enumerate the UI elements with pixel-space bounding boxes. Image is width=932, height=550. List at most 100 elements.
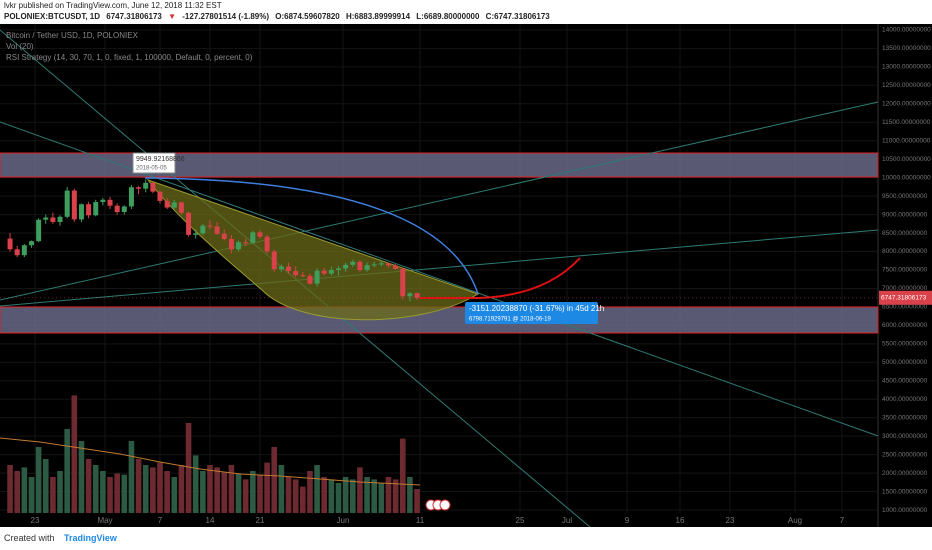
measure-sub: 6798.71929791 @ 2018-06-19 [469, 317, 551, 323]
volume-bar [214, 467, 220, 513]
axes: 1000.00000000 1500.00000000 2000.00000000 2… [31, 27, 932, 525]
y-tick-label: 2000.00000000 [882, 470, 928, 477]
y-tick-label: 11500.00000000 [882, 119, 931, 126]
candle-body [314, 270, 320, 284]
candle-body [200, 225, 206, 234]
low: L:6689.80000000 [416, 12, 480, 21]
curve-area [146, 178, 480, 321]
volume-ma [0, 437, 421, 486]
candle-body [357, 261, 363, 270]
candle-body [143, 182, 149, 189]
candle-body [57, 216, 63, 222]
volume-bar [107, 477, 113, 513]
candle-body [71, 190, 77, 220]
y-tick-label: 10000.00000000 [882, 174, 931, 181]
background [0, 24, 932, 527]
x-tick-label: 25 [516, 516, 525, 525]
volume-bar [357, 467, 363, 513]
candle-body [364, 265, 370, 270]
support-zone [0, 306, 879, 334]
x-tick-label: 23 [31, 516, 40, 525]
candle-body [221, 233, 227, 239]
volume-bar [314, 465, 320, 513]
peak-box [132, 152, 176, 174]
volume-bar [100, 471, 106, 513]
y-tick-label: 11000.00000000 [882, 137, 931, 144]
candle-body [278, 266, 284, 270]
legend-item: RSI Strategy (14, 30, 70, 1, 0, fixed, 1… [6, 53, 253, 62]
candle-body [43, 217, 49, 220]
volume-bar [378, 483, 385, 513]
volume-bar [264, 462, 270, 513]
volume-bar [414, 489, 420, 513]
candle-body [164, 200, 170, 208]
x-tick-label: 11 [416, 516, 425, 525]
y-tick-label: 3000.00000000 [882, 433, 928, 440]
candle-body [414, 293, 420, 298]
x-tick-label: 16 [676, 516, 685, 525]
candle-body [286, 266, 292, 272]
volume-bar [171, 477, 178, 513]
trend-line [0, 101, 879, 301]
legend: Bitcoin / Tether USD, 1D, POLONIEX Vol (… [6, 31, 253, 62]
volume-bar [42, 459, 49, 513]
y-tick-label: 4000.00000000 [882, 396, 928, 403]
x-tick-label: Jul [562, 516, 572, 525]
candle-body [157, 191, 163, 201]
volume-bar [271, 447, 278, 513]
change: -127.27801514 (-1.89%) [182, 12, 269, 21]
chart: 9949.92168866 2018-05-05 -3151.20238870 … [0, 24, 932, 527]
volume-bar [92, 465, 99, 513]
candle-body [28, 241, 34, 246]
volume-bar [150, 467, 156, 513]
candle-body [193, 233, 199, 235]
trend-line [0, 121, 879, 437]
volume-bar [385, 477, 392, 513]
x-tick-label: 7 [840, 516, 845, 525]
candle-body [7, 238, 13, 250]
price-label-box [879, 290, 932, 305]
candle-body [36, 219, 42, 242]
x-tick-label: Jun [337, 516, 350, 525]
y-tick-label: 8000.00000000 [882, 248, 928, 255]
x-tick-label: May [97, 516, 112, 525]
volume-bar [371, 479, 377, 513]
volume-bar [78, 441, 85, 513]
symbol: POLONIEX:BTCUSDT, 1D [4, 12, 101, 21]
candle-body [321, 270, 327, 274]
volume-bar [392, 479, 399, 513]
measure-box [465, 302, 598, 324]
candle-body [307, 275, 313, 284]
brand: TradingView [64, 533, 117, 543]
candle-body [243, 242, 249, 244]
candle-body [400, 268, 406, 297]
volume-bar [342, 477, 349, 513]
peak-label: 9949.92168866 [136, 156, 185, 163]
volume-bar [335, 483, 342, 513]
volume-bar [121, 474, 128, 513]
volume-bar [128, 441, 135, 513]
candle-body [178, 202, 184, 213]
candle-body [371, 264, 377, 266]
volume-bar [157, 462, 163, 513]
volume-bar [28, 477, 35, 513]
candle-body [50, 217, 56, 222]
volume-bar [50, 477, 56, 513]
peak-annotation: 9949.92168866 2018-05-05 [132, 152, 185, 174]
arrow: ▼ [168, 12, 177, 21]
volume-bar [221, 472, 228, 513]
candle-body [21, 245, 27, 256]
close: C:6747.31806173 [485, 12, 550, 21]
y-tick-label: 12500.00000000 [882, 82, 931, 89]
x-tick-label: 7 [158, 516, 163, 525]
volume-bar [328, 479, 335, 513]
candle-body [100, 199, 106, 203]
volume-bar [364, 477, 370, 513]
y-tick-label: 8500.00000000 [882, 230, 928, 237]
candle-body [378, 263, 384, 265]
y-tick-label: 9500.00000000 [882, 193, 928, 200]
candle-body [407, 293, 413, 297]
volume-bar [228, 465, 235, 513]
volume-bar [7, 465, 13, 513]
